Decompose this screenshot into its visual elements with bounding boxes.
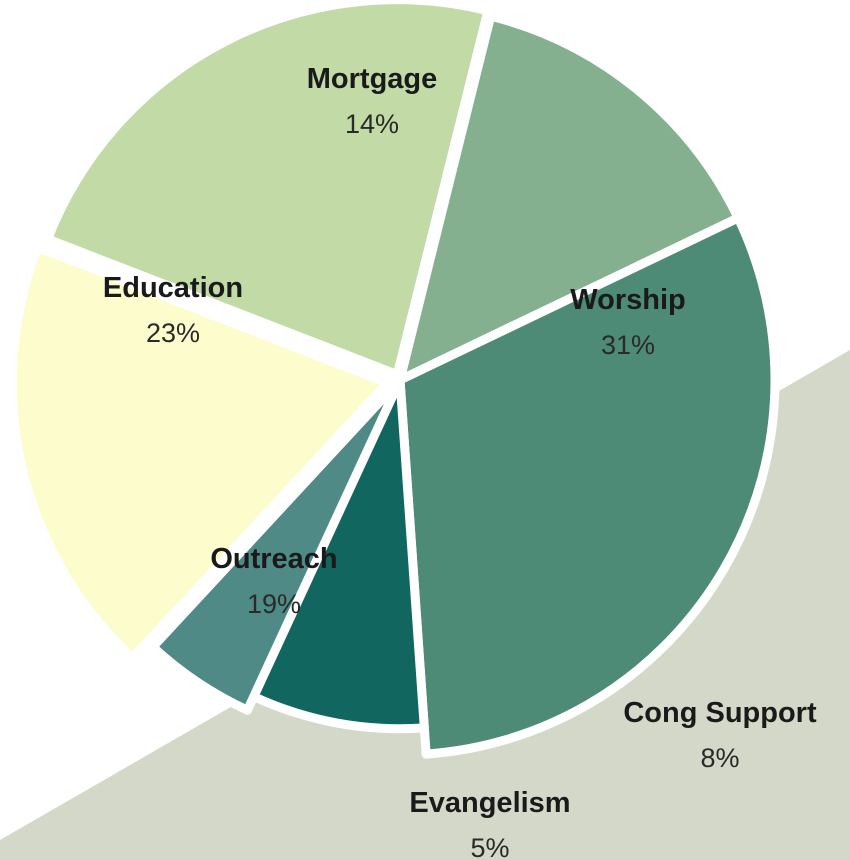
slice-label: Mortgage (307, 63, 438, 95)
slice-percent: 8% (700, 743, 739, 773)
pie-slice-evangelism (148, 375, 405, 715)
pie-slice-cong-support (249, 375, 429, 734)
slices-layer (7, 0, 780, 759)
slice-label: Outreach (210, 543, 337, 575)
pie-slice-education (43, 0, 493, 380)
slice-percent: 14% (345, 109, 399, 139)
slice-percent: 23% (146, 318, 200, 348)
slice-label: Cong Support (623, 697, 817, 729)
labels-layer: Mortgage 14% Worship 31% Cong Support 8% Evang… (103, 63, 817, 859)
pie-slice-mortgage (395, 11, 743, 385)
slice-percent: 31% (601, 330, 655, 360)
slice-label: Worship (570, 284, 685, 316)
slice-label: Evangelism (409, 787, 570, 819)
slice-percent: 19% (247, 589, 301, 619)
slice-percent: 5% (470, 833, 509, 859)
pie-slice-outreach (7, 242, 392, 663)
pie-slice-worship (395, 213, 780, 759)
slice-label: Education (103, 272, 243, 304)
